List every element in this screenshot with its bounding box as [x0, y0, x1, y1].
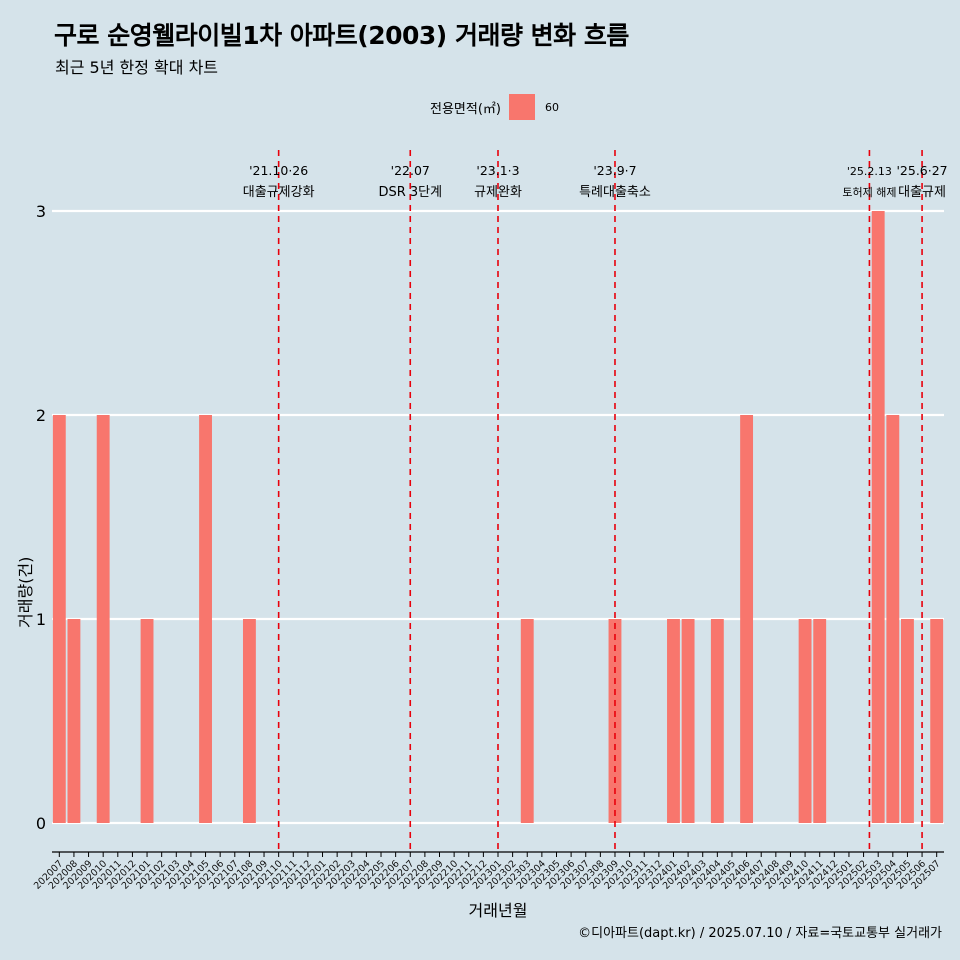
- y-tick-label: 2: [36, 406, 46, 425]
- legend-item-label: 60: [544, 100, 559, 114]
- y-tick-label: 3: [36, 202, 46, 221]
- event-name-label: 특례대출축소: [579, 185, 651, 200]
- bar: [140, 619, 154, 823]
- legend-swatch: [508, 94, 535, 120]
- event-date-label: '21.10·26: [249, 163, 308, 178]
- bar: [901, 619, 914, 823]
- bar: [67, 619, 81, 823]
- chart-title: 구로 순영웰라이빌1차 아파트(2003) 거래량 변화 흐름: [54, 21, 629, 50]
- legend-title: 전용면적(㎡): [430, 101, 501, 117]
- event-date-label: '23.1·3: [476, 163, 519, 178]
- bar: [681, 619, 695, 823]
- bar: [242, 619, 256, 823]
- bar: [96, 415, 110, 823]
- bar: [930, 619, 944, 823]
- event-name-label: 대출규제: [898, 185, 946, 200]
- event-name-label: 규제완화: [474, 185, 522, 200]
- legend: 전용면적(㎡) 60: [430, 94, 559, 120]
- y-tick-label: 0: [36, 814, 46, 833]
- event-date-label: '23.9·7: [593, 163, 636, 178]
- y-tick-label: 1: [36, 610, 46, 629]
- bar: [798, 619, 812, 823]
- event-date-label: '25.2.13: [847, 165, 892, 178]
- caption: ©디아파트(dapt.kr) / 2025.07.10 / 자료=국토교통부 실…: [578, 926, 942, 941]
- chart-subtitle: 최근 5년 한정 확대 차트: [55, 58, 219, 77]
- bar: [710, 619, 724, 823]
- bar: [740, 415, 754, 823]
- bar: [886, 415, 900, 823]
- y-axis-title: 거래량(건): [16, 556, 35, 628]
- bar: [608, 619, 622, 823]
- bar: [667, 619, 680, 823]
- event-name-label: 토허제 해제: [842, 185, 896, 199]
- x-axis-title: 거래년월: [468, 901, 528, 920]
- event-date-label: '22.07: [391, 163, 430, 178]
- bar: [813, 619, 827, 823]
- bar: [871, 211, 885, 823]
- event-name-label: DSR 3단계: [378, 185, 442, 200]
- bar: [199, 415, 212, 823]
- event-date-label: '25.6·27: [896, 163, 947, 178]
- bar: [520, 619, 534, 823]
- bar: [52, 415, 66, 823]
- y-axis-title-wrap: 거래량(건): [12, 548, 35, 628]
- event-name-label: 대출규제강화: [243, 185, 315, 200]
